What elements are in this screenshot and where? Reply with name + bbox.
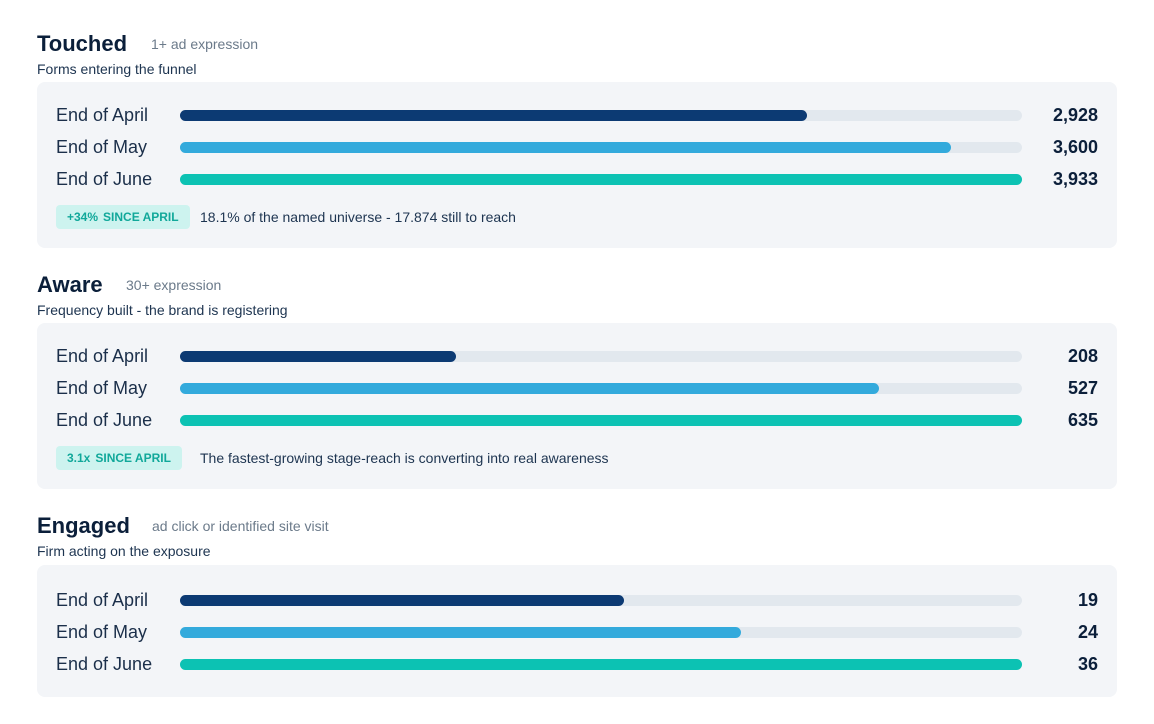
bar-track (180, 110, 1022, 121)
category-label: End of May (56, 622, 148, 642)
stage-criteria: 30+ expression (126, 277, 222, 293)
stage-engaged: Engaged ad click or identified site visi… (37, 512, 1117, 697)
category-label: End of April (56, 105, 149, 125)
bar-june (180, 415, 1022, 426)
bar-june (180, 659, 1022, 670)
stage-touched: Touched 1+ ad expression Forms entering … (37, 30, 1117, 248)
stage-header: Aware 30+ expression (37, 271, 1117, 301)
stage-criteria: ad click or identified site visit (152, 518, 329, 534)
badge-value: +34% (67, 210, 99, 224)
stage-card: End of April 19 End of May 24 End of Jun… (37, 565, 1117, 697)
value-label: 36 (1077, 654, 1098, 674)
value-label: 2,928 (1052, 105, 1098, 125)
stage-description: Forms entering the funnel (37, 61, 197, 77)
bar-april (180, 110, 807, 121)
bar-april (180, 351, 456, 362)
category-label: End of May (56, 137, 148, 157)
value-label: 3,600 (1052, 137, 1098, 157)
stage-title: Engaged (37, 513, 130, 538)
stage-note: 18.1% of the named universe - 17.874 sti… (200, 209, 516, 225)
category-label: End of April (56, 590, 149, 610)
badge-label: SINCE APRIL (95, 451, 171, 465)
bar-row: End of May 527 (56, 377, 1098, 399)
value-label: 24 (1077, 622, 1098, 642)
stage-title: Aware (37, 272, 103, 297)
category-label: End of May (56, 378, 148, 398)
bar-row: End of April 208 (56, 345, 1098, 367)
stage-card: End of April 2,928 End of May 3,600 End … (37, 82, 1117, 248)
stage-description: Firm acting on the exposure (37, 543, 211, 559)
growth-badge: +34% SINCE APRIL (56, 205, 190, 229)
stage-description: Frequency built - the brand is registeri… (37, 302, 288, 318)
bar-track (180, 659, 1022, 670)
stage-criteria: 1+ ad expression (151, 36, 259, 52)
stage-title: Touched (37, 31, 128, 56)
bar-row: End of May 24 (56, 621, 1098, 643)
bar-june (180, 174, 1022, 185)
category-label: End of April (56, 346, 149, 366)
bar-track (180, 415, 1022, 426)
value-label: 3,933 (1052, 169, 1098, 189)
bar-may (180, 627, 742, 638)
bar-row: End of May 3,600 (56, 136, 1098, 158)
stage-note: The fastest-growing stage-reach is conve… (200, 450, 609, 466)
bar-may (180, 142, 951, 153)
bar-track (180, 142, 1022, 153)
bar-row: End of June 36 (56, 653, 1098, 675)
bar-track (180, 174, 1022, 185)
bar-track (180, 383, 1022, 394)
stage-header: Touched 1+ ad expression (37, 30, 1117, 60)
badge-label: SINCE APRIL (103, 210, 179, 224)
bar-may (180, 383, 879, 394)
category-label: End of June (56, 410, 153, 430)
bar-track (180, 627, 1022, 638)
stage-aware: Aware 30+ expression Frequency built - t… (37, 271, 1117, 489)
bar-row: End of April 19 (56, 589, 1098, 611)
bar-april (180, 595, 625, 606)
category-label: End of June (56, 654, 153, 674)
category-label: End of June (56, 169, 153, 189)
value-label: 527 (1067, 378, 1098, 398)
bar-track (180, 351, 1022, 362)
stage-header: Engaged ad click or identified site visi… (37, 512, 1117, 542)
stage-card: End of April 208 End of May 527 End of J… (37, 323, 1117, 489)
bar-row: End of April 2,928 (56, 104, 1098, 126)
bar-row: End of June 3,933 (56, 168, 1098, 190)
bar-track (180, 595, 1022, 606)
bar-row: End of June 635 (56, 409, 1098, 431)
value-label: 19 (1077, 590, 1098, 610)
value-label: 208 (1067, 346, 1098, 366)
growth-badge: 3.1x SINCE APRIL (56, 446, 182, 470)
badge-value: 3.1x (67, 451, 91, 465)
value-label: 635 (1067, 410, 1098, 430)
